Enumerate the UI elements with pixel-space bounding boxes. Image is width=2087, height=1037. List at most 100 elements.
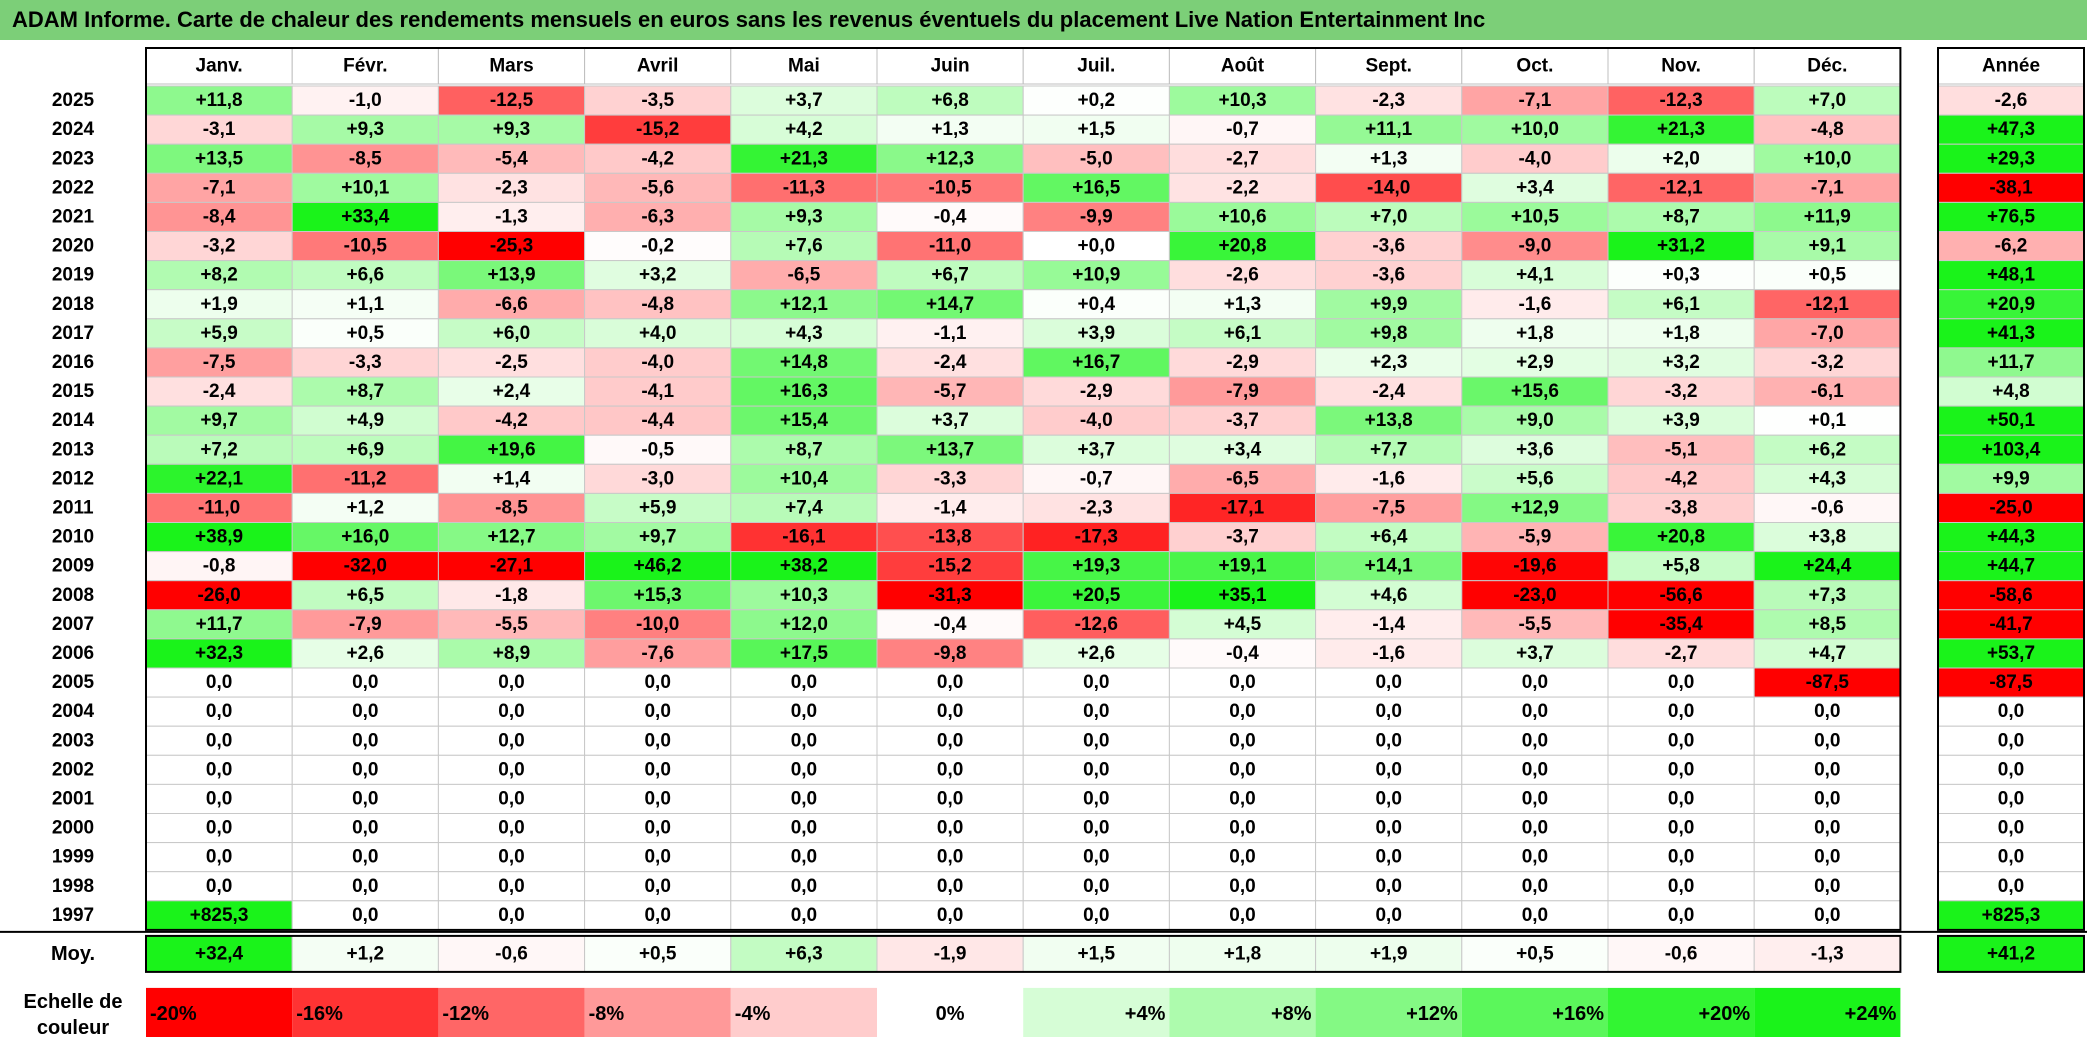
cell-value: -4,0: [1080, 410, 1113, 431]
cell-value: +2,9: [1516, 352, 1554, 373]
color-scale-label-value: +24%: [1845, 1003, 1897, 1025]
heatmap-cell: [1315, 114, 1463, 145]
cell-value: +3,7: [931, 410, 969, 431]
cell-value: 0,0: [1083, 788, 1109, 809]
heatmap-cell: [437, 376, 586, 407]
cell-value: -2,3: [1080, 497, 1113, 518]
annual-value: -38,1: [1989, 177, 2033, 198]
cell-value: +9,3: [785, 206, 823, 227]
cell-value: -11,0: [929, 236, 971, 257]
average-cell: [291, 935, 439, 973]
heatmap-cell: [876, 871, 1024, 902]
cell-value: 0,0: [1229, 730, 1255, 751]
color-scale-swatch: [146, 987, 293, 1037]
heatmap-cell: [1607, 318, 1755, 349]
heatmap-cell: [437, 783, 586, 815]
heatmap-cell: [291, 900, 439, 931]
cell-value: 0,0: [1229, 701, 1255, 722]
heatmap-cell: [1607, 376, 1755, 407]
heatmap-cell: [291, 522, 439, 553]
cell-value: 0,0: [1668, 701, 1694, 722]
heatmap-cell: [145, 231, 293, 262]
cell-value: +7,0: [1370, 206, 1408, 227]
cell-value: +35,1: [1218, 585, 1267, 606]
cell-value: 0,0: [1375, 759, 1401, 780]
annual-value: +53,7: [1987, 643, 2035, 664]
cell-value: 0,0: [1375, 905, 1401, 926]
cell-value: -6,1: [1811, 381, 1844, 402]
cell-value: +9,3: [347, 119, 385, 140]
heatmap-cell: [145, 696, 293, 727]
cell-value: -4,2: [641, 148, 674, 169]
color-scale-swatch: [1169, 987, 1316, 1037]
row-year-label: 1997: [52, 905, 94, 926]
cell-value: 0,0: [1522, 730, 1548, 751]
cell-value: -6,6: [495, 294, 528, 315]
cell-value: -11,0: [198, 497, 240, 518]
annual-value: +76,5: [1987, 206, 2036, 227]
cell-value: -5,4: [495, 148, 528, 169]
heatmap-cell: [1753, 813, 1901, 844]
cell-value: 0,0: [498, 876, 524, 897]
heatmap-cell: [876, 638, 1024, 669]
row-year-label: 2014: [52, 410, 95, 431]
average-cell: [876, 935, 1024, 973]
heatmap-cell: [876, 522, 1024, 553]
cell-value: -3,7: [1226, 527, 1259, 548]
cell-value: 0,0: [791, 818, 817, 839]
heatmap-cell: [730, 667, 878, 698]
cell-value: +13,9: [487, 265, 535, 286]
annual-value: +44,7: [1987, 556, 2035, 577]
cell-value: +20,8: [1218, 236, 1266, 257]
cell-value: 0,0: [498, 905, 524, 926]
cell-value: -1,4: [1372, 614, 1405, 635]
cell-value: 0,0: [644, 788, 670, 809]
heatmap-cell: [876, 260, 1024, 291]
heatmap-cell: [730, 522, 878, 553]
heatmap-cell: [1022, 580, 1170, 611]
cell-value: -3,2: [1811, 352, 1844, 373]
heatmap-cell: [584, 114, 732, 145]
average-value: -0,6: [495, 943, 528, 964]
row-year-label: 2015: [52, 381, 95, 402]
heatmap-cell: [291, 580, 439, 611]
cell-value: 0,0: [1375, 788, 1401, 809]
heatmap-cell: [145, 638, 293, 669]
cell-value: +5,6: [1516, 468, 1554, 489]
heatmap-cell: [730, 638, 878, 669]
heatmap-cell: [145, 580, 293, 611]
cell-value: +12,9: [1511, 497, 1559, 518]
cell-value: -8,5: [349, 148, 382, 169]
cell-value: 0,0: [352, 847, 378, 868]
row-year-label: 2006: [52, 643, 94, 664]
cell-value: 0,0: [1668, 730, 1694, 751]
cell-value: 0,0: [937, 759, 963, 780]
annual-cell: [1937, 143, 2085, 174]
color-scale-label: couleur: [37, 1017, 109, 1037]
annual-value: -87,5: [1989, 672, 2033, 693]
cell-value: +38,2: [780, 556, 828, 577]
cell-value: 0,0: [206, 672, 232, 693]
cell-value: 0,0: [644, 847, 670, 868]
heatmap-cell: [876, 580, 1024, 611]
annual-value: 0,0: [1998, 759, 2024, 780]
heatmap-cell: [1168, 842, 1317, 873]
cell-value: -2,3: [1372, 90, 1405, 111]
heatmap-cell: [437, 347, 586, 378]
heatmap-cell: [730, 260, 878, 291]
cell-value: 0,0: [352, 905, 378, 926]
heatmap-cell: [730, 85, 878, 116]
row-year-label: 2019: [52, 265, 94, 286]
heatmap-cell: [1315, 551, 1463, 582]
color-scale-swatch: [438, 987, 585, 1037]
heatmap-cell: [437, 696, 586, 727]
average-value: +1,5: [1078, 943, 1116, 964]
month-header-label: Juil.: [1077, 56, 1115, 77]
annual-value: 0,0: [1998, 818, 2024, 839]
cell-value: 0,0: [791, 730, 817, 751]
heatmap-cell: [584, 580, 732, 611]
cell-value: +1,1: [347, 294, 385, 315]
average-cell: [584, 935, 732, 973]
cell-value: -5,7: [934, 381, 967, 402]
cell-value: +4,2: [785, 119, 823, 140]
